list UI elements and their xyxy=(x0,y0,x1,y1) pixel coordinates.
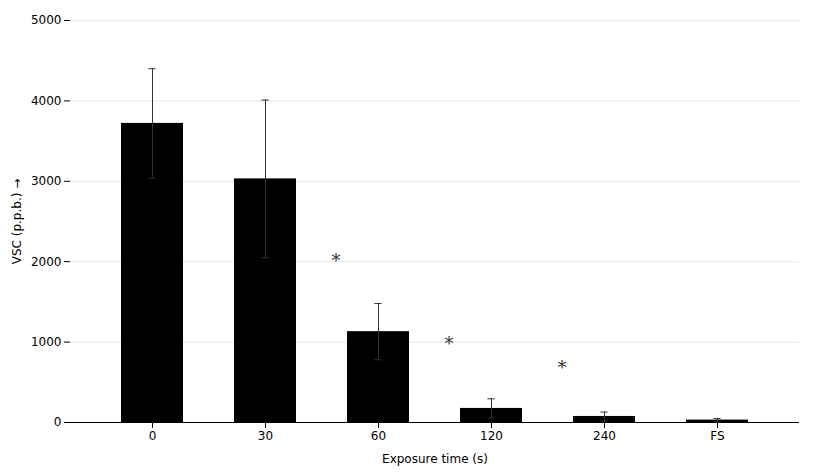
svg-text:4000: 4000 xyxy=(31,94,62,108)
svg-text:2000: 2000 xyxy=(31,255,62,269)
svg-text:*: * xyxy=(444,333,453,354)
svg-text:5000: 5000 xyxy=(31,13,62,27)
svg-text:Exposure time (s): Exposure time (s) xyxy=(382,452,488,466)
svg-text:30: 30 xyxy=(258,429,273,443)
svg-text:VSC (p.p.b.) →: VSC (p.p.b.) → xyxy=(10,179,24,265)
svg-text:120: 120 xyxy=(480,429,503,443)
svg-text:0: 0 xyxy=(54,415,62,429)
svg-text:3000: 3000 xyxy=(31,174,62,188)
svg-text:1000: 1000 xyxy=(31,335,62,349)
svg-text:0: 0 xyxy=(149,429,157,443)
svg-text:60: 60 xyxy=(371,429,386,443)
svg-text:FS: FS xyxy=(710,429,724,443)
svg-text:*: * xyxy=(557,357,566,378)
svg-text:*: * xyxy=(331,250,340,271)
svg-text:240: 240 xyxy=(593,429,616,443)
